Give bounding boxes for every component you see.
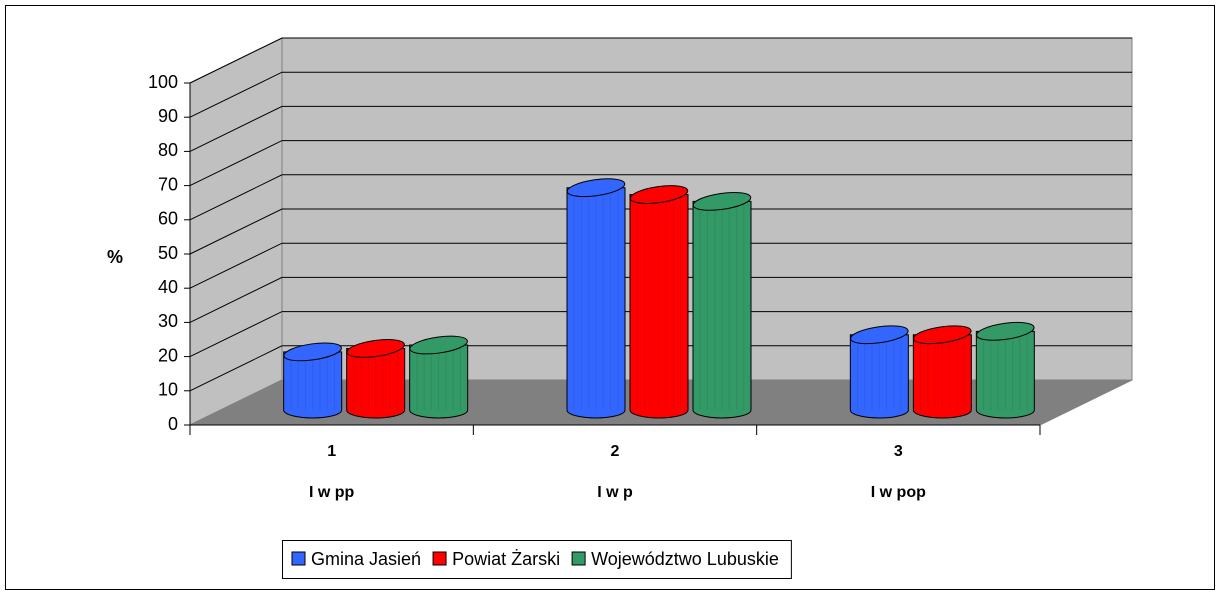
bar-top (692, 191, 752, 211)
y-tick-label: 30 (158, 311, 178, 331)
bar (346, 339, 406, 419)
bar (912, 325, 972, 419)
bar-top (409, 335, 468, 355)
y-tick-label: 20 (158, 345, 178, 365)
y-tick-label: 100 (148, 72, 178, 92)
y-tick-label: 80 (158, 140, 178, 160)
bar-body (283, 351, 343, 419)
legend-swatch (571, 551, 586, 566)
bar-body (409, 344, 469, 419)
bar-body (849, 334, 909, 419)
grid-line (189, 71, 1132, 118)
y-tick-label: 90 (158, 106, 178, 126)
legend-label: Powiat Żarski (452, 549, 560, 569)
y-tick-label: 60 (158, 209, 178, 229)
bar (283, 342, 343, 419)
bar-body (975, 330, 1035, 419)
y-axis-label: % (107, 247, 123, 267)
grid-line (189, 37, 1132, 84)
bar-top (850, 325, 909, 345)
bar (629, 185, 689, 419)
grid-line (189, 140, 1132, 187)
x-tick-label: 3 (894, 443, 903, 460)
bar-body (629, 194, 689, 419)
grid-line (189, 276, 1132, 323)
bar-body (912, 334, 972, 419)
bar-top (976, 321, 1035, 341)
plot-area: 0 10 20 30 40 50 60 70 80 90 100 1 I w pp 2 I w p 3 I w … (148, 37, 1133, 501)
grid-line (189, 242, 1132, 289)
bar-top (346, 339, 405, 358)
bar-top (913, 325, 972, 345)
bar (409, 335, 469, 419)
y-tick-label: 10 (158, 380, 178, 400)
grid-line (189, 311, 1132, 358)
y-tick-label: 50 (158, 243, 178, 263)
grid-line (189, 345, 1132, 392)
bar (849, 325, 909, 419)
legend: Gmina Jasień Powiat Żarski Województwo Lub… (282, 540, 792, 579)
y-tick-label: 0 (168, 414, 178, 434)
legend-box (282, 540, 792, 579)
bar (692, 191, 752, 419)
legend-label: Województwo Lubuskie (591, 549, 779, 569)
bar-top (283, 342, 342, 362)
legend-swatch (432, 551, 447, 566)
y-tick-label: 40 (158, 277, 178, 297)
bar-body (692, 200, 752, 419)
grid-line (189, 105, 1132, 152)
x-category-label: I w p (597, 484, 633, 501)
grid-line (189, 208, 1132, 255)
legend-swatch (291, 551, 306, 566)
y-tick-label: 70 (158, 174, 178, 194)
x-category-label: I w pop (871, 484, 926, 501)
x-tick-label: 2 (611, 443, 620, 460)
legend-label: Gmina Jasień (311, 549, 421, 569)
bar-top (566, 178, 626, 198)
bar-body (346, 347, 406, 419)
bar-top (629, 185, 689, 204)
bar (975, 321, 1035, 419)
bar-body (566, 187, 626, 419)
x-tick-label: 1 (327, 443, 336, 460)
grid-line (189, 174, 1132, 221)
bar (566, 178, 626, 419)
x-category-label: I w pp (309, 484, 355, 501)
